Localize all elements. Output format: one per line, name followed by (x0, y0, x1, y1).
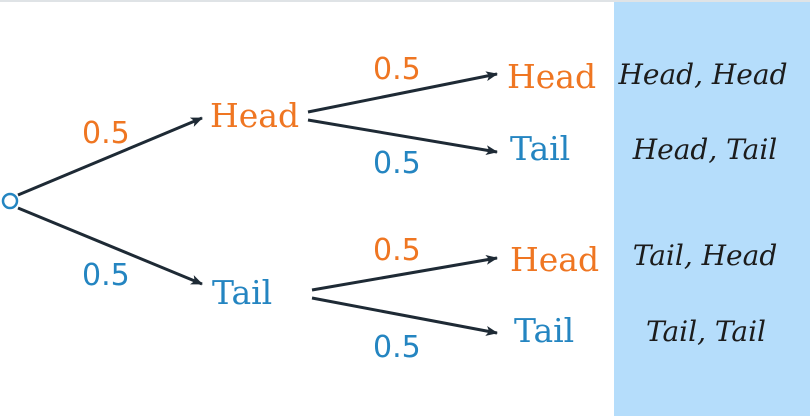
prob-root-tail: 0.5 (82, 258, 130, 293)
branch-root-tail (17, 206, 203, 286)
node-head-head: Head (507, 57, 596, 96)
prob-tail-tail: 0.5 (373, 330, 421, 365)
outcome-head-tail: Head, Tail (632, 133, 778, 166)
node-tail-tail: Tail (514, 311, 574, 350)
branch-tail-tail (311, 296, 498, 336)
prob-head-tail: 0.5 (373, 146, 421, 181)
prob-head-head: 0.5 (373, 52, 421, 87)
outcomes-panel (614, 2, 810, 416)
node-head: Head (210, 96, 299, 135)
node-tail: Tail (212, 273, 272, 312)
top-divider (0, 0, 810, 2)
prob-tail-head: 0.5 (373, 233, 421, 268)
node-tail-head: Head (510, 240, 599, 279)
root-node (1, 192, 19, 210)
outcome-tail-tail: Tail, Tail (646, 315, 766, 348)
node-head-tail: Tail (510, 129, 570, 168)
branch-head-head (307, 71, 498, 114)
outcome-tail-head: Tail, Head (633, 239, 778, 272)
branch-head-tail (307, 118, 498, 156)
outcome-head-head: Head, Head (617, 58, 787, 91)
branch-tail-head (311, 254, 498, 292)
branch-root-head (17, 116, 203, 197)
prob-root-head: 0.5 (82, 116, 130, 151)
